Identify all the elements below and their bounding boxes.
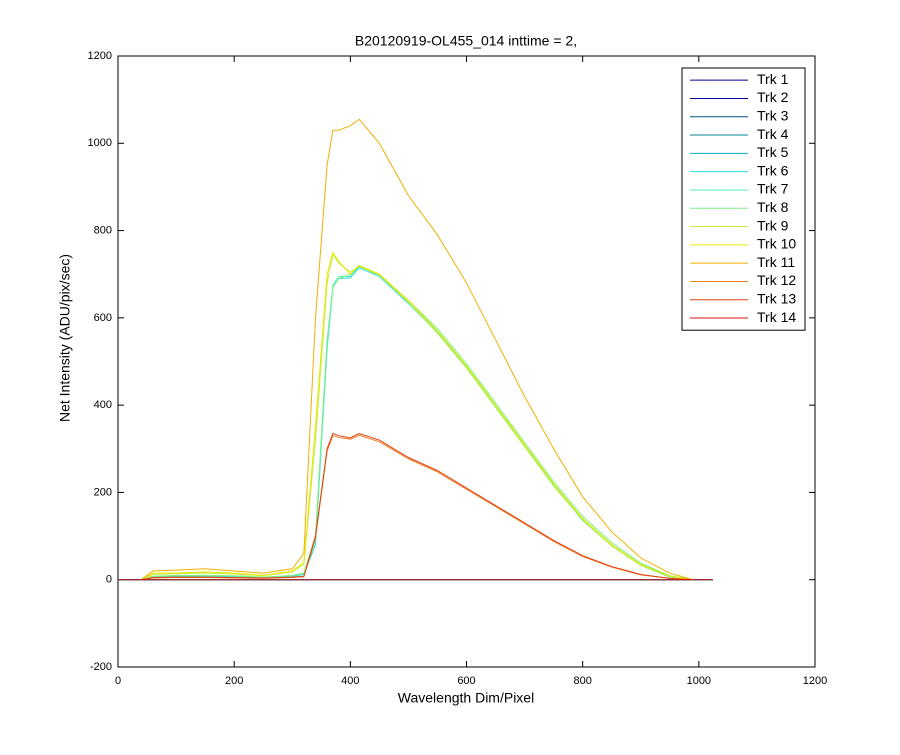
x-tick-label: 1200	[803, 675, 827, 687]
x-axis-label: Wavelength Dim/Pixel	[398, 690, 534, 706]
legend-label: Trk 11	[757, 254, 795, 270]
x-tick-label: 0	[115, 675, 121, 687]
legend-label: Trk 3	[757, 107, 789, 123]
legend-label: Trk 13	[757, 290, 796, 306]
legend-box	[681, 67, 806, 331]
series-line	[140, 118, 694, 581]
y-tick-label: 600	[94, 312, 112, 324]
x-tick-label: 200	[225, 675, 243, 687]
legend-label: Trk 2	[757, 89, 789, 105]
x-tick-label: 800	[573, 675, 591, 687]
y-tick-label: -200	[90, 661, 112, 673]
legend-label: Trk 9	[757, 217, 789, 233]
legend-label: Trk 12	[757, 272, 796, 288]
legend-label: Trk 6	[757, 162, 789, 178]
x-tick-label: 600	[457, 675, 475, 687]
legend-label: Trk 4	[757, 126, 789, 142]
y-tick-label: 0	[106, 574, 112, 586]
x-tick-label: 400	[341, 675, 359, 687]
chart-title: B20120919-OL455_014 inttime = 2,	[355, 33, 577, 49]
y-tick-label: 1000	[88, 137, 112, 149]
series-line	[141, 432, 694, 581]
legend-label: Trk 14	[757, 309, 796, 325]
legend-label: Trk 5	[757, 144, 789, 160]
legend-label: Trk 1	[757, 71, 789, 87]
x-tick-label: 1000	[687, 675, 711, 687]
legend-label: Trk 7	[757, 181, 789, 197]
y-tick-label: 1200	[88, 50, 112, 62]
y-tick-label: 800	[94, 224, 112, 236]
series-line	[140, 251, 694, 581]
y-tick-label: 400	[94, 399, 112, 411]
legend-label: Trk 8	[757, 199, 789, 215]
legend-label: Trk 10	[757, 236, 796, 252]
y-axis-label: Net Intensity (ADU/pix/sec)	[57, 254, 73, 422]
y-tick-label: 200	[94, 486, 112, 498]
